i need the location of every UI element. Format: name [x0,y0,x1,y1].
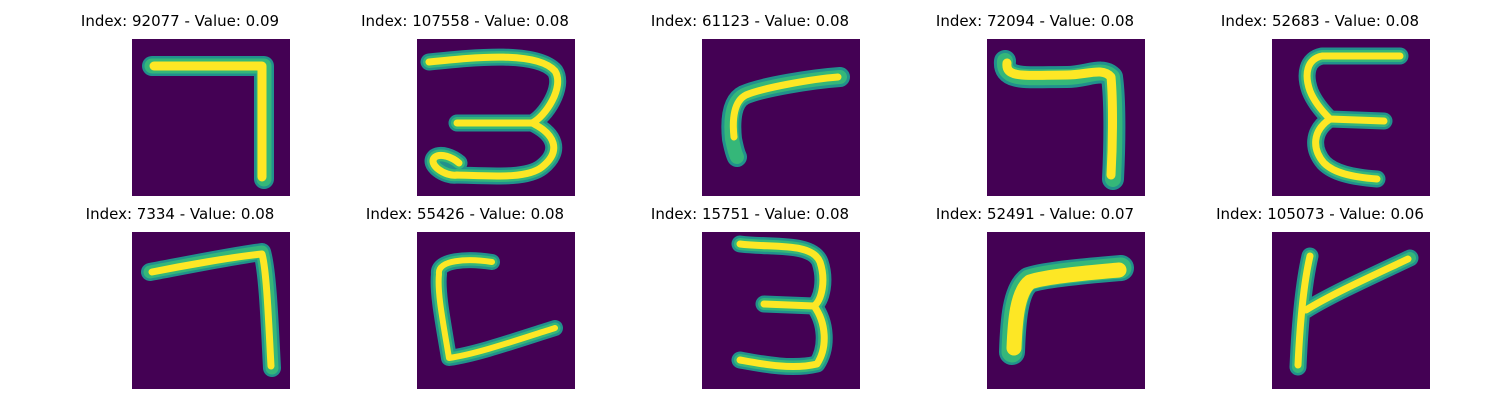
digit-panel-9: Index: 52491 - Value: 0.07 [885,205,1185,395]
digit-panel-6: Index: 7334 - Value: 0.08 [30,205,330,395]
digit-image-3 [702,39,860,196]
digit-image-8 [702,232,860,389]
panel-title: Index: 92077 - Value: 0.09 [80,12,280,30]
panel-title: Index: 72094 - Value: 0.08 [935,12,1135,30]
digit-panel-5: Index: 52683 - Value: 0.08 [1170,12,1470,202]
digit-image-1 [132,39,290,196]
digit-panel-2: Index: 107558 - Value: 0.08 [315,12,615,202]
digit-panel-1: Index: 92077 - Value: 0.09 [30,12,330,202]
panel-title: Index: 52683 - Value: 0.08 [1220,12,1420,30]
digit-panel-4: Index: 72094 - Value: 0.08 [885,12,1185,202]
digit-panel-8: Index: 15751 - Value: 0.08 [600,205,900,395]
panel-title: Index: 15751 - Value: 0.08 [650,205,850,223]
panel-title: Index: 107558 - Value: 0.08 [361,12,569,30]
digit-image-10 [1272,232,1430,389]
digit-panel-7: Index: 55426 - Value: 0.08 [315,205,615,395]
digit-image-4 [987,39,1145,196]
digit-image-9 [987,232,1145,389]
digit-panel-10: Index: 105073 - Value: 0.06 [1170,205,1470,395]
panel-title: Index: 55426 - Value: 0.08 [365,205,565,223]
panel-title: Index: 61123 - Value: 0.08 [650,12,850,30]
digit-image-6 [132,232,290,389]
panel-title: Index: 52491 - Value: 0.07 [935,205,1135,223]
panel-title: Index: 105073 - Value: 0.06 [1216,205,1424,223]
digit-image-5 [1272,39,1430,196]
digit-panel-3: Index: 61123 - Value: 0.08 [600,12,900,202]
digit-image-7 [417,232,575,389]
digit-image-2 [417,39,575,196]
panel-title: Index: 7334 - Value: 0.08 [85,205,275,223]
